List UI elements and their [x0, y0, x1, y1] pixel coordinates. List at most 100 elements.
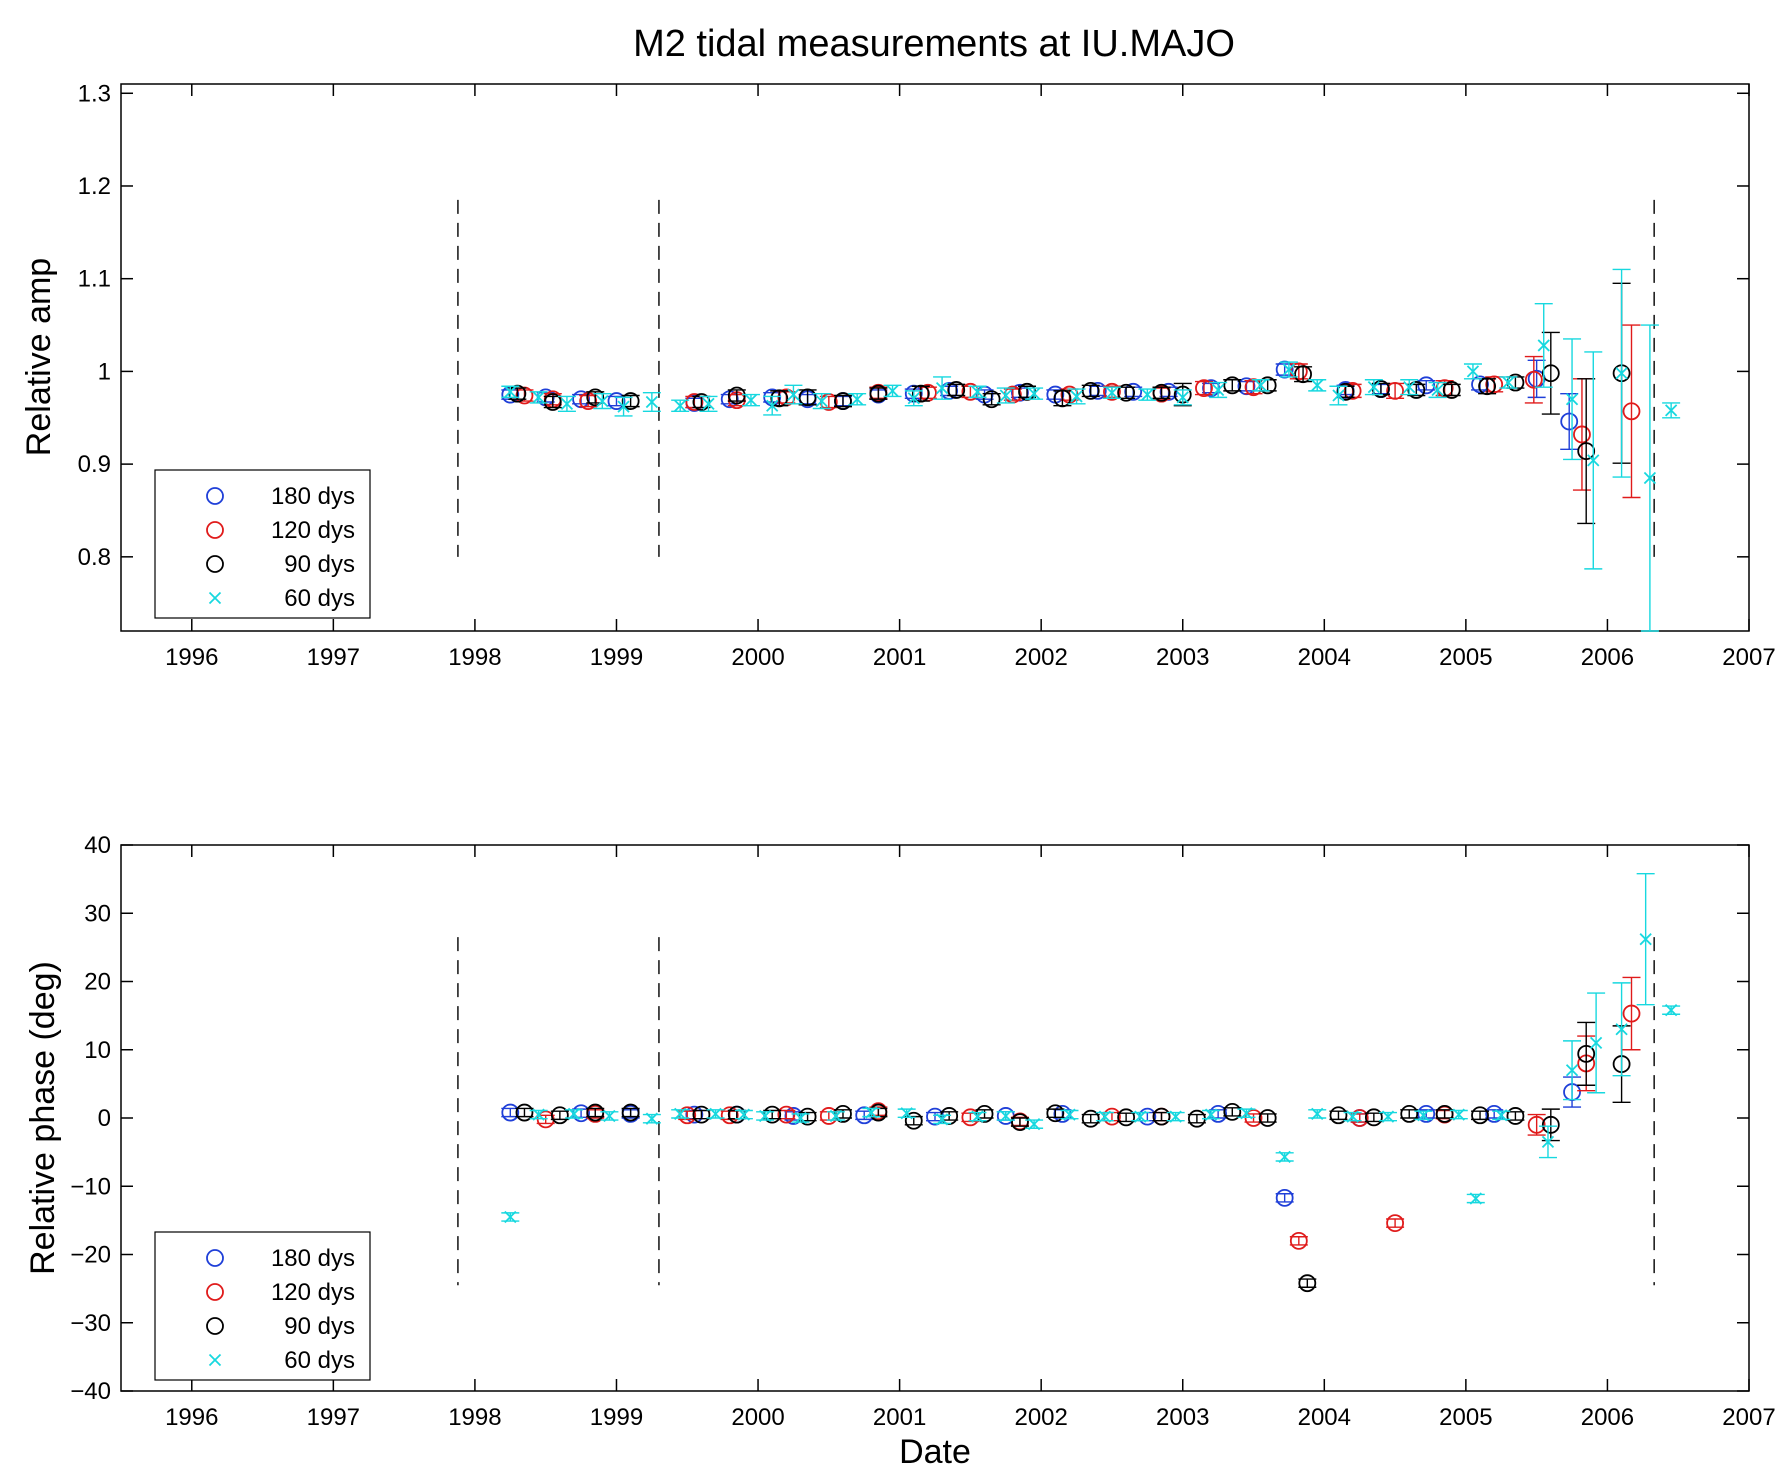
data-point: [617, 400, 630, 413]
data-point-stroke: [560, 397, 574, 410]
data-point-stroke: [758, 1109, 772, 1123]
series-180-dys: [501, 1076, 1582, 1207]
x-tick-label: 2002: [1014, 644, 1067, 671]
data-point: [851, 393, 864, 406]
data-point: [532, 391, 545, 404]
data-point-stroke: [702, 397, 715, 410]
data-point: [501, 1103, 520, 1122]
x-tick-label: 2003: [1156, 1404, 1209, 1431]
data-point: [1435, 1105, 1454, 1123]
data-point: [904, 1111, 923, 1130]
data-point-stroke: [1537, 339, 1550, 352]
data-point-stroke: [567, 1107, 581, 1121]
data-point-stroke: [674, 399, 687, 412]
x-tick-label: 2005: [1439, 1404, 1492, 1431]
data-point: [1282, 363, 1296, 376]
data-point: [685, 393, 704, 411]
data-point-stroke: [1134, 1110, 1147, 1123]
data-point: [794, 1111, 807, 1125]
data-point: [1417, 1105, 1436, 1123]
data-point: [596, 394, 609, 408]
data-point: [1343, 381, 1362, 400]
data-point-stroke: [907, 392, 920, 405]
data-point: [645, 395, 659, 409]
data-point: [1381, 1110, 1395, 1123]
data-point: [1364, 1108, 1383, 1127]
data-point-stroke: [1452, 1108, 1465, 1121]
data-point: [1088, 381, 1107, 400]
x-tick-label: 2006: [1581, 1404, 1634, 1431]
data-point-stroke: [1615, 367, 1628, 380]
x-tick-label: 1998: [448, 644, 501, 671]
legend-label: 60 dys: [284, 585, 355, 612]
data-point: [674, 1107, 687, 1121]
data-point-stroke: [744, 394, 758, 407]
data-point: [1643, 471, 1657, 485]
legend-marker-120-dys: [206, 1283, 224, 1301]
data-point: [1204, 1108, 1218, 1121]
y-tick-label: 30: [84, 900, 111, 927]
data-point: [1211, 383, 1225, 397]
data-point: [504, 385, 517, 398]
data-point: [1442, 381, 1461, 399]
data-point: [1346, 1110, 1359, 1123]
data-point: [1565, 1064, 1579, 1077]
data-point-stroke: [1346, 1110, 1359, 1123]
x-tick-label: 1997: [307, 1404, 360, 1431]
data-point: [1407, 381, 1426, 399]
data-point-stroke: [1311, 1107, 1324, 1121]
data-point: [1466, 365, 1480, 378]
data-point: [1098, 1110, 1112, 1123]
data-point: [1403, 381, 1416, 394]
x-tick-label: 2001: [873, 1404, 926, 1431]
y-tick-label: 0.8: [78, 544, 111, 571]
data-point: [727, 386, 746, 405]
data-point: [1117, 383, 1136, 402]
data-point: [692, 1105, 711, 1124]
data-point: [1615, 367, 1628, 380]
data-point-stroke: [674, 1107, 687, 1121]
data-point-stroke: [1254, 379, 1267, 392]
x-tick-label: 1997: [307, 644, 360, 671]
legend-marker-90-dys: [206, 555, 224, 573]
data-point-stroke: [596, 394, 609, 408]
data-point-stroke: [1502, 376, 1515, 389]
data-point: [1081, 381, 1100, 400]
data-point: [1615, 1023, 1628, 1036]
data-point-stroke: [1027, 387, 1041, 400]
data-point-stroke: [645, 395, 659, 409]
series-90-dys: [508, 282, 1631, 525]
data-point: [1336, 382, 1355, 401]
data-point: [1258, 1109, 1277, 1127]
data-point: [567, 1107, 581, 1121]
data-point: [1524, 370, 1543, 389]
data-point: [1070, 390, 1083, 403]
x-tick-label: 2003: [1156, 644, 1209, 671]
data-point: [560, 397, 574, 410]
legend-label: 120 dys: [271, 517, 355, 544]
series-60-dys: [501, 872, 1681, 1224]
data-point: [621, 1103, 640, 1122]
plot-frame: [120, 83, 1750, 632]
data-point-stroke: [1282, 363, 1296, 376]
data-point: [1560, 412, 1579, 431]
errorbar: [1275, 1193, 1294, 1203]
data-point-stroke: [1211, 383, 1225, 397]
data-point: [1103, 382, 1121, 401]
data-point: [758, 1109, 772, 1123]
data-point: [1289, 1231, 1308, 1250]
x-tick-label: 1999: [590, 1404, 643, 1431]
chart-title: M2 tidal measurements at IU.MAJO: [633, 23, 1235, 65]
data-point-stroke: [1204, 1108, 1218, 1121]
legend-label: 90 dys: [284, 551, 355, 578]
data-point: [907, 392, 920, 405]
data-point-stroke: [532, 391, 545, 404]
data-point: [1665, 404, 1678, 417]
legend-marker-90-dys: [206, 1317, 224, 1335]
data-point: [1311, 1107, 1324, 1121]
data-point-stroke: [1367, 381, 1380, 394]
data-point: [1298, 1274, 1317, 1293]
data-point: [543, 393, 562, 411]
legend-marker-stroke: [208, 1353, 222, 1367]
data-point-stroke: [1565, 393, 1579, 406]
